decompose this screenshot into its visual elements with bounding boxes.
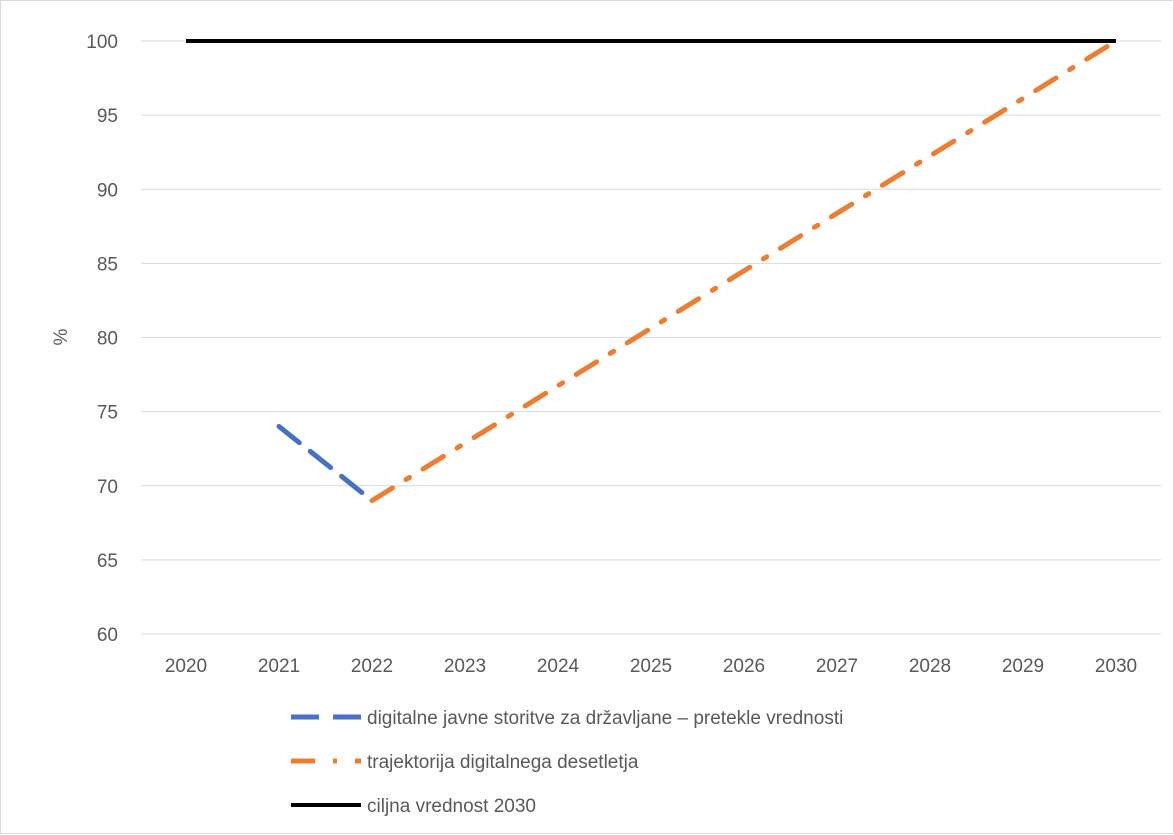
y-tick-label: 85 — [97, 254, 118, 275]
grid-lines — [141, 40, 1161, 635]
y-tick-label: 75 — [97, 403, 118, 424]
x-tick-label: 2028 — [909, 656, 951, 677]
x-tick-label: 2020 — [165, 656, 207, 677]
x-tick-label: 2023 — [444, 656, 486, 677]
y-tick-label: 100 — [86, 32, 118, 53]
y-axis-title: % — [51, 328, 72, 345]
y-tick-label: 90 — [97, 180, 118, 201]
x-tick-label: 2029 — [1002, 656, 1044, 677]
legend-label-2: ciljna vrednost 2030 — [367, 796, 536, 817]
legend: digitalne javne storitve za državljane –… — [291, 708, 843, 817]
legend-label-1: trajektorija digitalnega desetletja — [367, 752, 639, 773]
series-line-0 — [276, 423, 375, 504]
y-tick-label: 60 — [97, 625, 118, 646]
series-line-1 — [369, 38, 1119, 504]
x-tick-label: 2030 — [1095, 656, 1137, 677]
y-tick-label: 70 — [97, 477, 118, 498]
y-tick-label: 95 — [97, 106, 118, 127]
y-axis-ticks: 60 65 70 75 80 85 90 95 100 — [86, 32, 118, 646]
x-axis-ticks: 2020 2021 2022 2023 2024 2025 2026 2027 2028 2029… — [165, 656, 1137, 677]
x-tick-label: 2022 — [351, 656, 393, 677]
y-tick-label: 65 — [97, 551, 118, 572]
x-tick-label: 2024 — [537, 656, 580, 677]
series-lines — [186, 38, 1119, 504]
x-tick-label: 2027 — [816, 656, 858, 677]
x-tick-label: 2026 — [723, 656, 765, 677]
x-tick-label: 2025 — [630, 656, 672, 677]
x-tick-label: 2021 — [258, 656, 300, 677]
y-tick-label: 80 — [97, 329, 118, 350]
legend-label-0: digitalne javne storitve za državljane –… — [367, 708, 843, 729]
